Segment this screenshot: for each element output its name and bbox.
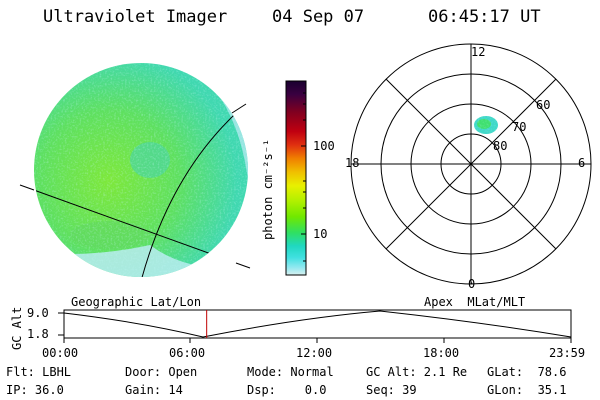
time-tick-0000: 00:00 [42,346,79,360]
colorbar [285,80,307,276]
status-mode: Mode: Normal [247,365,334,379]
status-dsp: Dsp: 0.0 [247,383,327,397]
mlt-label-0: 0 [468,277,476,291]
status-gain: Gain: 14 [125,383,183,397]
altitude-plot [58,309,572,343]
instrument-title: Ultraviolet Imager [43,7,228,27]
altitude-ticks [58,312,572,343]
mlat-label-80: 80 [493,139,508,153]
colorbar-tick-10: 10 [313,227,328,241]
auroral-spot [474,116,498,134]
polar-caption: Apex MLat/MLT [424,295,526,309]
altitude-ytick-high: 9.0 [27,306,49,320]
status-ip: IP: 36.0 [6,383,64,397]
status-gc-alt: GC Alt: 2.1 Re [366,365,468,379]
time-tick-2359: 23:59 [549,346,586,360]
time-tick-1200: 12:00 [296,346,333,360]
geo-caption: Geographic Lat/Lon [71,295,202,309]
time-label: 06:45:17 UT [428,7,541,27]
mlt-label-6: 6 [578,156,586,170]
status-glat: GLat: 78.6 [487,365,567,379]
mlt-label-18: 18 [345,156,360,170]
polar-plot [350,43,592,285]
time-tick-1800: 18:00 [423,346,460,360]
altitude-ytick-low: 1.8 [27,327,49,341]
time-tick-0600: 06:00 [169,346,206,360]
colorbar-tick-100: 100 [313,139,335,153]
status-seq: Seq: 39 [366,383,417,397]
geo-image [19,63,251,277]
status-flt: Flt: LBHL [6,365,72,379]
date-label: 04 Sep 07 [272,7,365,27]
mlat-label-70: 70 [512,120,527,134]
status-door: Door: Open [125,365,198,379]
mlat-label-60: 60 [536,98,551,112]
colorbar-unit-label: photon cm⁻²s⁻¹ [261,138,275,240]
status-glon: GLon: 35.1 [487,383,567,397]
altitude-ylabel: GC Alt [10,306,24,350]
mlt-label-12: 12 [471,45,486,59]
colorbar-ticks [301,92,306,262]
